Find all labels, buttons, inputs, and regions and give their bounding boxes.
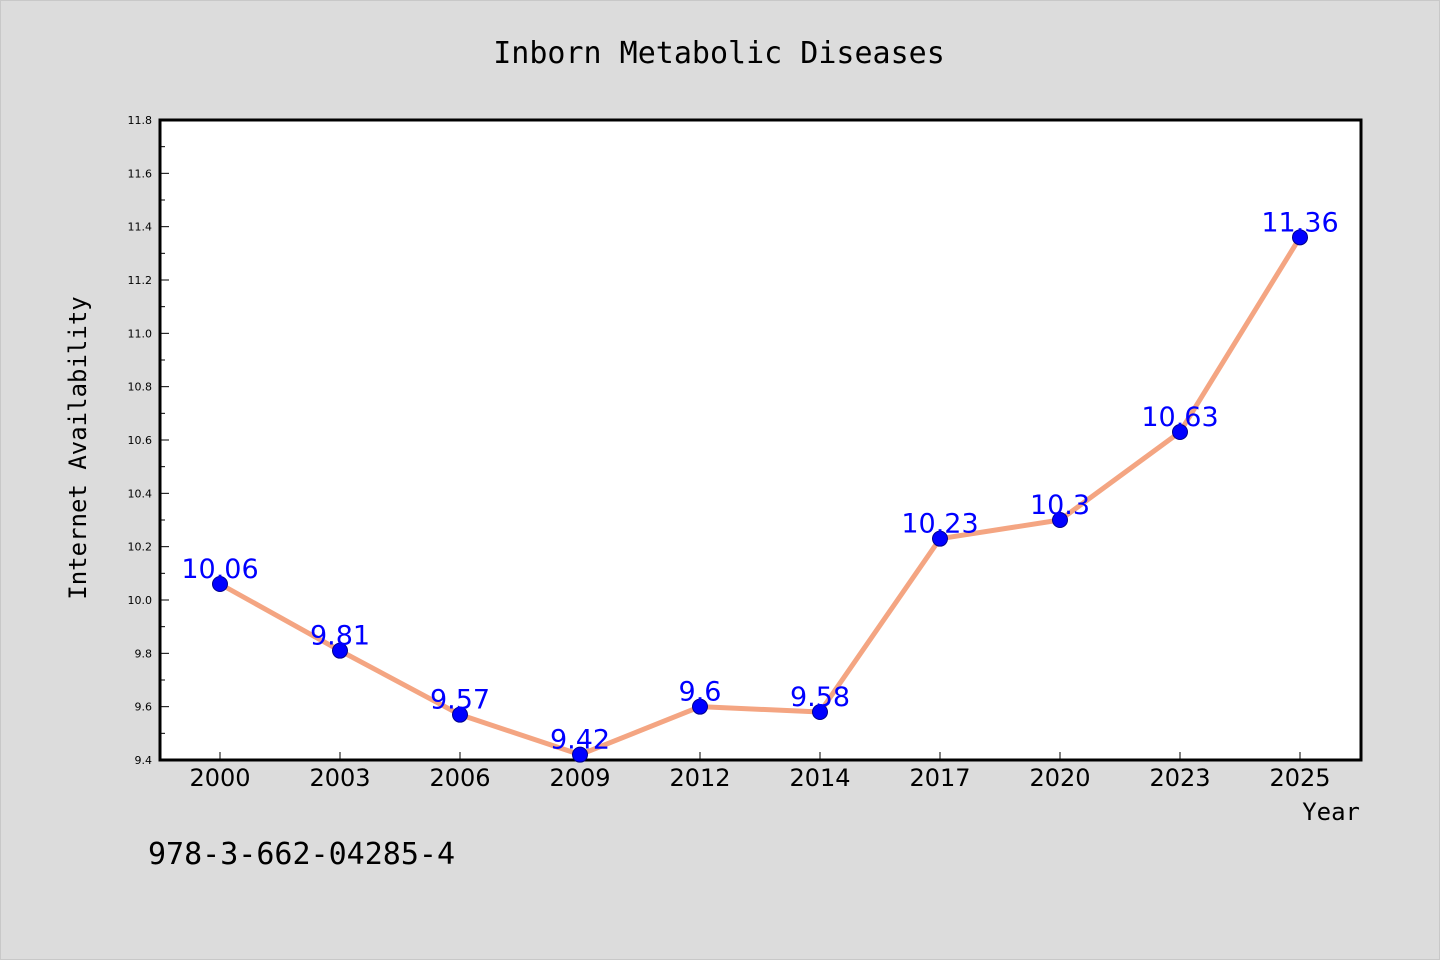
data-point xyxy=(1172,424,1188,440)
x-tick-label: 2017 xyxy=(909,764,970,792)
x-axis-label: Year xyxy=(1302,798,1360,826)
data-label: 10.63 xyxy=(1141,402,1218,433)
y-tick-label: 10.4 xyxy=(128,487,153,500)
data-labels: 10.06 9.81 9.57 9.42 9.6 9.58 10.23 10.3 10.63 11… xyxy=(181,207,1338,755)
data-label: 10.23 xyxy=(901,509,978,540)
x-tick-label: 2012 xyxy=(669,764,730,792)
y-tick-label: 11.0 xyxy=(128,327,153,340)
y-tick-label: 10.8 xyxy=(128,381,153,394)
x-tick-label: 2014 xyxy=(789,764,850,792)
y-axis-label: Internet Availability xyxy=(64,296,92,599)
data-point xyxy=(212,576,228,592)
y-tick-label: 9.8 xyxy=(135,647,153,660)
y-tick-label: 10.2 xyxy=(128,541,153,554)
data-point xyxy=(932,530,948,547)
data-point xyxy=(1052,512,1068,528)
footnote-isbn: 978-3-662-04285-4 xyxy=(148,837,455,872)
y-tick-label: 11.4 xyxy=(128,221,153,234)
series-line xyxy=(218,236,1303,758)
data-point xyxy=(692,698,708,715)
data-point xyxy=(572,746,588,763)
y-tick-label: 9.4 xyxy=(135,754,153,767)
data-label: 9.57 xyxy=(430,685,490,716)
data-point xyxy=(812,704,828,720)
y-axis: 9.4 9.6 9.8 10.0 10.2 10.4 10.6 10.8 11.0 11.2 11.… xyxy=(128,114,169,767)
y-tick-label: 11.2 xyxy=(128,274,153,287)
data-label: 9.58 xyxy=(790,682,850,713)
data-label: 9.81 xyxy=(310,621,370,652)
x-axis: 2000 2003 2006 2009 2012 2014 2017 2020 2023 2025 xyxy=(189,752,1331,792)
data-point xyxy=(1292,229,1308,246)
x-tick-label: 2023 xyxy=(1149,764,1210,792)
chart-title: Inborn Metabolic Diseases xyxy=(493,36,945,71)
y-tick-label: 11.6 xyxy=(128,167,153,180)
series-layer xyxy=(212,229,1308,763)
plot-area xyxy=(158,118,1363,762)
y-tick-label: 11.8 xyxy=(128,114,153,127)
x-tick-label: 2006 xyxy=(429,764,490,792)
x-tick-label: 2009 xyxy=(549,764,610,792)
x-tick-label: 2025 xyxy=(1269,764,1330,792)
data-label: 10.06 xyxy=(181,554,258,585)
x-tick-label: 2020 xyxy=(1029,764,1090,792)
data-point xyxy=(452,706,468,723)
data-label: 9.6 xyxy=(679,677,722,708)
x-tick-label: 2000 xyxy=(189,764,250,792)
data-label: 10.3 xyxy=(1030,490,1090,521)
data-point xyxy=(332,642,348,659)
y-tick-label: 10.6 xyxy=(128,434,153,447)
data-label: 9.42 xyxy=(550,725,610,756)
y-tick-label: 9.6 xyxy=(135,701,153,714)
y-tick-label: 10.0 xyxy=(128,594,153,607)
x-tick-label: 2003 xyxy=(309,764,370,792)
data-label: 11.36 xyxy=(1261,207,1338,238)
